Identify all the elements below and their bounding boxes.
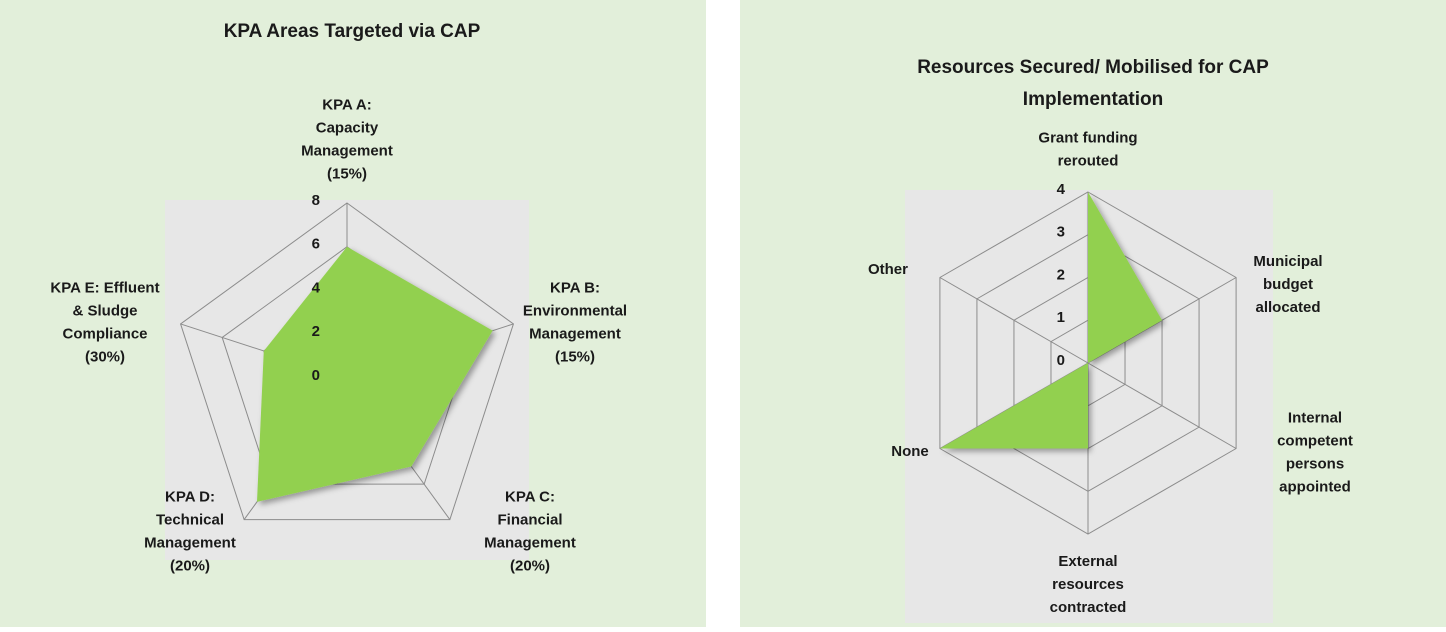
chart-title: Resources Secured/ Mobilised for CAP Impl… [917, 57, 1269, 110]
category-label: Other [868, 261, 908, 278]
tick-label: 2 [1057, 266, 1065, 283]
chart-title: KPA Areas Targeted via CAP [224, 21, 481, 42]
category-label: KPA E: Effluent & Sludge Compliance (30%) [50, 279, 159, 365]
category-label: KPA A: Capacity Management (15%) [301, 96, 393, 182]
category-label: None [891, 443, 929, 460]
category-label: Municipal budget allocated [1253, 253, 1322, 316]
tick-label: 3 [1057, 224, 1065, 241]
tick-label: 6 [312, 236, 320, 253]
category-label: KPA C: Financial Management (20%) [484, 488, 576, 574]
category-label: KPA B: Environmental Management (15%) [523, 279, 627, 365]
tick-label: 1 [1057, 309, 1065, 326]
tick-label: 4 [312, 279, 321, 296]
spoke [1087, 362, 1237, 449]
category-label: Grant funding rerouted [1038, 129, 1137, 169]
data-area [256, 246, 493, 502]
tick-label: 8 [312, 192, 320, 209]
spoke [939, 277, 1089, 364]
tick-label: 0 [1057, 352, 1065, 369]
data-area [939, 192, 1163, 449]
category-label: Internal competent persons appointed [1277, 409, 1353, 495]
category-label: KPA D: Technical Management (20%) [144, 488, 236, 574]
category-label: External resources contracted [1050, 553, 1127, 616]
tick-label: 4 [1057, 181, 1066, 198]
tick-label: 2 [312, 323, 320, 340]
grid-line [179, 202, 515, 521]
tick-label: 0 [312, 367, 320, 384]
